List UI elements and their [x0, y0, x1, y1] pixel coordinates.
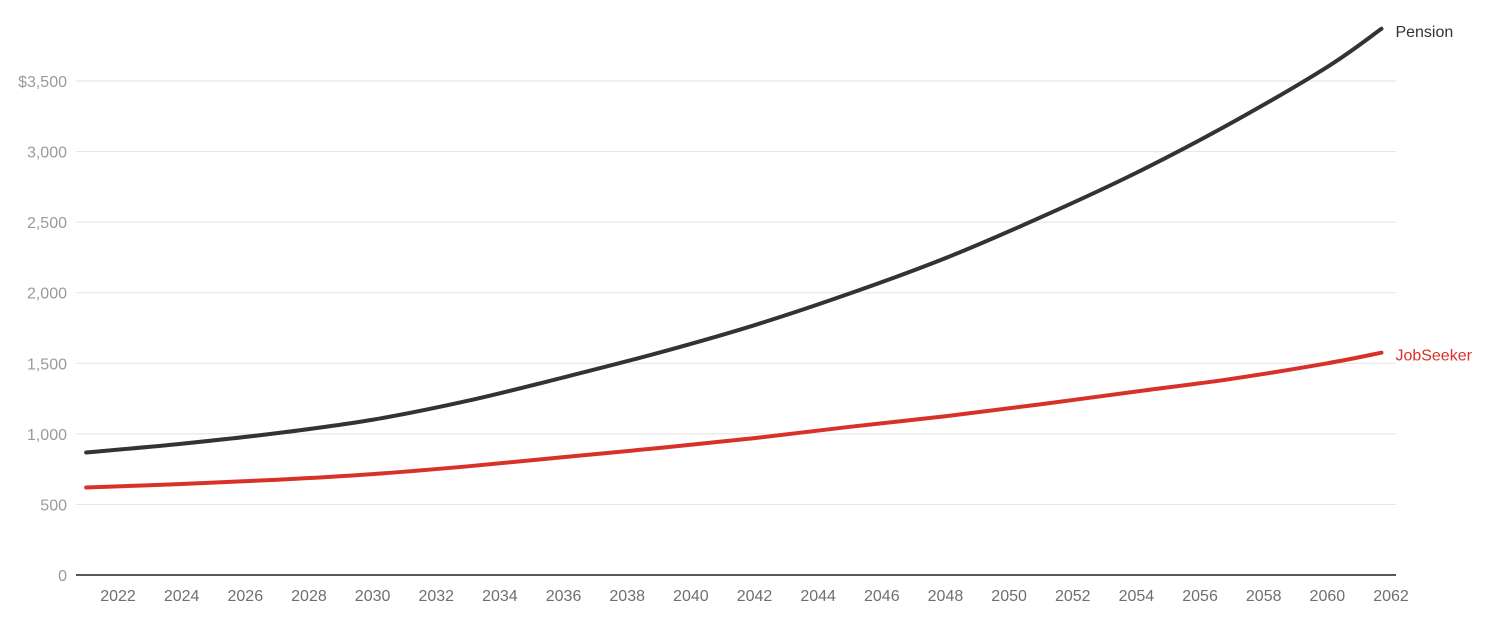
y-tick-label: 1,500 — [27, 356, 67, 373]
x-tick-label: 2052 — [1055, 588, 1091, 605]
series-label-jobseeker: JobSeeker — [1395, 348, 1472, 365]
series-line-pension — [84, 26, 1384, 455]
x-tick-label: 2038 — [609, 588, 645, 605]
x-tick-label: 2042 — [737, 588, 773, 605]
gridlines — [76, 80, 1396, 505]
x-axis-tick-labels: 2022 2024 2026 2028 2030 2032 2034 2036 2038 2040… — [100, 588, 1409, 605]
y-tick-label: $3,500 — [18, 74, 67, 91]
x-tick-label: 2060 — [1310, 588, 1346, 605]
y-tick-label: 3,000 — [27, 145, 67, 162]
y-tick-label: 0 — [58, 568, 67, 585]
y-tick-label: 2,500 — [27, 215, 67, 232]
y-tick-label: 500 — [40, 497, 67, 514]
x-tick-label: 2054 — [1119, 588, 1155, 605]
x-tick-label: 2026 — [228, 588, 264, 605]
x-tick-label: 2032 — [418, 588, 454, 605]
x-tick-label: 2050 — [991, 588, 1027, 605]
x-tick-label: 2040 — [673, 588, 709, 605]
x-tick-label: 2044 — [800, 588, 836, 605]
x-tick-label: 2034 — [482, 588, 518, 605]
x-tick-label: 2046 — [864, 588, 900, 605]
x-tick-label: 2030 — [355, 588, 391, 605]
x-tick-label: 2056 — [1182, 588, 1218, 605]
y-axis-tick-labels: 0 500 1,000 1,500 2,000 2,500 3,000 $3,500 — [18, 74, 67, 585]
x-tick-label: 2048 — [928, 588, 964, 605]
series-lines — [84, 26, 1384, 490]
series-line-jobseeker — [84, 350, 1384, 490]
x-tick-label: 2028 — [291, 588, 327, 605]
x-tick-label: 2022 — [100, 588, 136, 605]
x-tick-label: 2058 — [1246, 588, 1282, 605]
y-tick-label: 2,000 — [27, 286, 67, 303]
x-tick-label: 2024 — [164, 588, 200, 605]
x-tick-label: 2062 — [1373, 588, 1409, 605]
series-labels: Pension JobSeeker — [1395, 24, 1472, 365]
x-tick-label: 2036 — [546, 588, 582, 605]
y-tick-label: 1,000 — [27, 427, 67, 444]
series-label-pension: Pension — [1395, 24, 1453, 41]
